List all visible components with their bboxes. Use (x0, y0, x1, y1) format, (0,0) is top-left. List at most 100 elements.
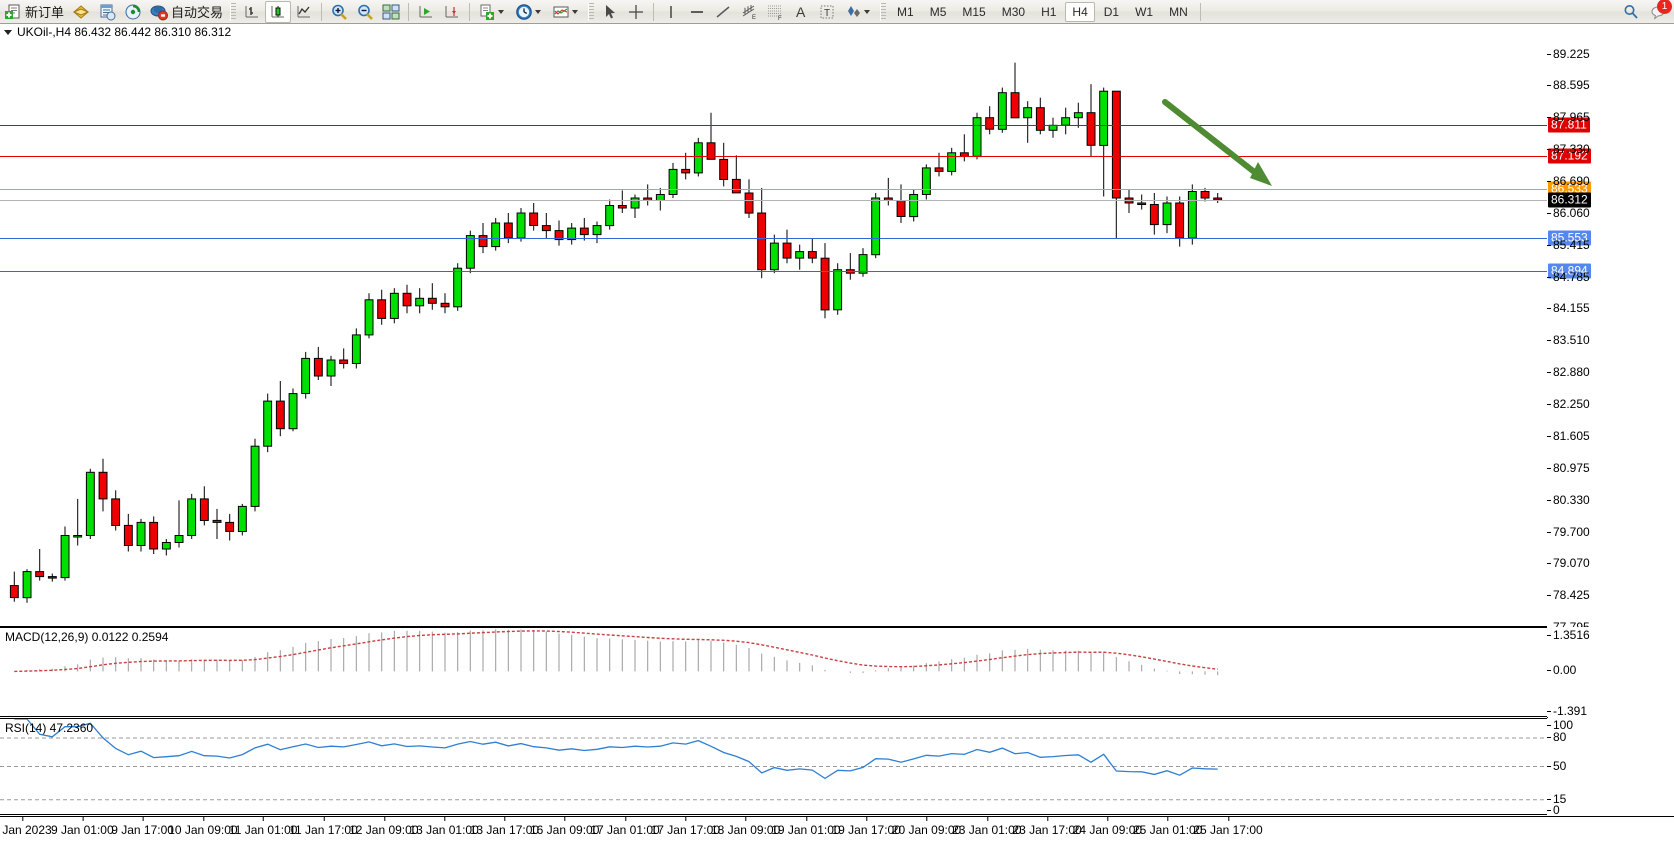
rsi-tick: 100 (1546, 718, 1574, 732)
time-tick: 25 Jan 17:00 (1193, 816, 1263, 837)
objects-button[interactable] (840, 1, 877, 23)
navigator-button[interactable] (120, 1, 146, 23)
resistance-2-line[interactable] (0, 155, 1547, 157)
chart-menu-caret-icon[interactable] (4, 29, 12, 35)
time-tick: 12 Jan 09:00 (349, 816, 419, 837)
horizontal-line-button[interactable] (684, 1, 710, 23)
chart-shift-button[interactable] (439, 1, 465, 23)
timeframe-h4[interactable]: H4 (1065, 1, 1095, 22)
support-1-line[interactable] (0, 237, 1547, 239)
rsi-pane[interactable]: RSI(14) 47.2360 (0, 718, 1547, 815)
last-price-line-tag: 86.312 (1548, 192, 1591, 208)
data-window-icon (98, 3, 116, 21)
toolbar-separator-3 (469, 2, 471, 21)
price-tick: 84.785 (1547, 269, 1590, 284)
period-button[interactable] (511, 1, 548, 23)
horizontal-line-icon (688, 3, 706, 21)
chart-window: UKOil-,H4 86.432 86.442 86.310 86.312 MA… (0, 24, 1674, 842)
search-icon[interactable] (1622, 3, 1640, 21)
zoom-out-button[interactable] (352, 1, 378, 23)
objects-dropdown-caret[interactable] (864, 9, 871, 14)
crosshair-button[interactable] (623, 1, 649, 23)
time-tick: 16 Jan 09:00 (529, 816, 600, 837)
price-tick: 83.510 (1547, 333, 1590, 348)
toolbar-separator-2 (408, 2, 410, 21)
text-label-button[interactable]: T (814, 1, 840, 23)
timeframe-mn[interactable]: MN (1169, 4, 1188, 19)
text-button[interactable]: A (788, 1, 814, 23)
scroll-end-button[interactable] (413, 1, 439, 23)
price-tick: 82.880 (1547, 365, 1590, 379)
last-price-line-line[interactable] (0, 199, 1547, 201)
rsi-plot (0, 719, 1547, 801)
price-pane[interactable] (0, 40, 1547, 627)
rsi-label: RSI(14) 47.2360 (5, 721, 94, 735)
timeframe-m15[interactable]: M15 (962, 4, 986, 19)
time-tick: 18 Jan 09:00 (710, 816, 781, 837)
timeframe-w1[interactable]: W1 (1135, 4, 1154, 19)
chat-icon[interactable]: 1 (1650, 0, 1672, 21)
data-window-button[interactable] (94, 1, 120, 23)
period-icon (515, 3, 533, 21)
price-tick: 87.965 (1547, 110, 1590, 124)
chart-shift-icon (443, 3, 461, 21)
price-tick: 86.690 (1547, 173, 1590, 188)
price-tick: 89.225 (1547, 46, 1590, 61)
timeframe-h1[interactable]: H1 (1041, 4, 1057, 19)
macd-tick: 1.3516 (1547, 628, 1590, 642)
time-tick: 23 Jan 17:00 (1012, 816, 1082, 837)
tile-windows-button[interactable] (378, 1, 404, 23)
vertical-line-button[interactable] (658, 1, 684, 23)
macd-pane[interactable]: MACD(12,26,9) 0.0122 0.2594 (0, 627, 1547, 717)
cursor-button[interactable] (597, 1, 623, 23)
objects-icon (844, 3, 862, 21)
zoom-in-button[interactable] (326, 1, 352, 23)
indicators-dropdown-caret[interactable] (498, 9, 505, 14)
fibonacci-button[interactable]: F (762, 1, 788, 23)
templates-dropdown-caret[interactable] (572, 9, 579, 14)
support-2-tag: 84.894 (1548, 263, 1591, 279)
resistance-1-line[interactable] (0, 124, 1547, 126)
toolbar-right-group: 1 (1622, 0, 1674, 21)
expert-advisors-button[interactable] (68, 1, 94, 23)
line-chart-button[interactable] (291, 1, 317, 23)
price-tick: 85.415 (1547, 237, 1590, 252)
equidistant-channel-button[interactable]: E (736, 1, 762, 23)
time-tick: 17 Jan 17:00 (650, 816, 720, 837)
period-dropdown-caret[interactable] (535, 9, 542, 14)
bar-chart-button[interactable] (239, 1, 265, 23)
new-order-button[interactable]: 新订单 (0, 1, 68, 23)
price-axis[interactable]: 87.811 87.192 86.533 86.312 85.553 84.894 89.2… (1547, 40, 1674, 634)
timeframe-d1[interactable]: D1 (1103, 4, 1120, 19)
zoom-in-icon (330, 3, 348, 21)
toolbar-grip-2[interactable] (588, 2, 595, 21)
auto-trading-button[interactable]: 自动交易 (146, 1, 227, 23)
chart-title-bar[interactable]: UKOil-,H4 86.432 86.442 86.310 86.312 (0, 24, 1674, 41)
indicators-button[interactable] (474, 1, 511, 23)
indicators-icon (478, 3, 496, 21)
timeframe-m30[interactable]: M30 (1001, 4, 1026, 19)
scroll-end-icon (417, 3, 435, 21)
price-tick: 87.330 (1547, 141, 1590, 156)
svg-text:A: A (796, 4, 806, 20)
main-toolbar: 新订单 (0, 0, 1674, 24)
support-2-line[interactable] (0, 271, 1547, 272)
templates-icon (552, 3, 570, 21)
bid-line-line[interactable] (0, 188, 1547, 190)
toolbar-separator-5 (1199, 2, 1201, 21)
notification-badge: 1 (1657, 0, 1672, 14)
page-title: UKOil-,H4 86.432 86.442 86.310 86.312 (17, 25, 232, 39)
toolbar-grip-3[interactable] (880, 2, 887, 21)
trendline-button[interactable] (710, 1, 736, 23)
crosshair-icon (627, 3, 645, 21)
toolbar-grip-1[interactable] (230, 2, 237, 21)
candlestick-chart-button[interactable] (265, 0, 292, 23)
equidistant-channel-icon: E (740, 3, 758, 21)
timeframe-m1[interactable]: M1 (897, 4, 914, 19)
timeframe-m5[interactable]: M5 (929, 4, 947, 19)
templates-button[interactable] (548, 1, 585, 23)
support-1-tag: 85.553 (1548, 230, 1591, 246)
bar-chart-icon (243, 3, 261, 21)
new-order-icon (4, 3, 22, 21)
